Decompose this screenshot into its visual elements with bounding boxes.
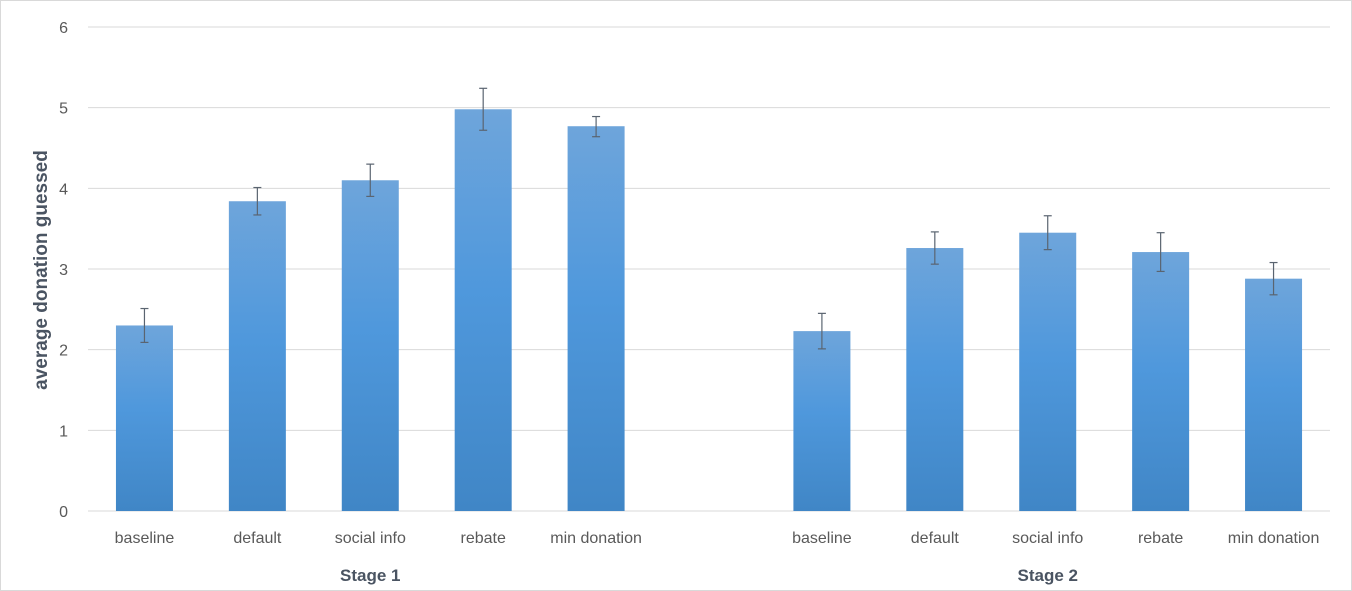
category-label: min donation — [550, 530, 642, 547]
category-label: rebate — [460, 530, 505, 547]
bar — [567, 126, 625, 511]
bars — [115, 109, 1303, 512]
y-tick-label: 0 — [59, 504, 68, 521]
category-label: baseline — [115, 530, 175, 547]
category-label: default — [911, 530, 960, 547]
y-tick-label: 4 — [59, 181, 68, 198]
category-labels: baseline default social info rebate min dona… — [115, 530, 1320, 547]
error-bars — [140, 87, 1278, 350]
bar — [1245, 278, 1303, 511]
category-label: social info — [1012, 530, 1083, 547]
y-axis-title: average donation guessed — [31, 150, 52, 390]
bar — [341, 180, 399, 511]
bar — [793, 331, 851, 511]
y-tick-label: 6 — [59, 20, 68, 37]
y-tick-label: 3 — [59, 262, 68, 279]
group-label: Stage 2 — [1017, 566, 1077, 585]
y-tick-label: 1 — [59, 423, 68, 440]
bar — [115, 325, 173, 511]
bar — [1132, 252, 1190, 511]
y-axis-ticks: 0 1 2 3 4 5 6 — [59, 20, 68, 521]
group-labels: Stage 1 Stage 2 — [340, 566, 1078, 585]
category-label: min donation — [1228, 530, 1320, 547]
gridlines — [88, 26, 1330, 512]
y-tick-label: 5 — [59, 101, 68, 118]
bar — [1019, 232, 1077, 511]
category-label: rebate — [1138, 530, 1183, 547]
bar — [906, 248, 964, 511]
group-label: Stage 1 — [340, 566, 400, 585]
category-label: social info — [335, 530, 406, 547]
category-label: default — [233, 530, 282, 547]
y-tick-label: 2 — [59, 343, 68, 360]
category-label: baseline — [792, 530, 852, 547]
bar — [228, 201, 286, 512]
bar — [454, 109, 512, 511]
